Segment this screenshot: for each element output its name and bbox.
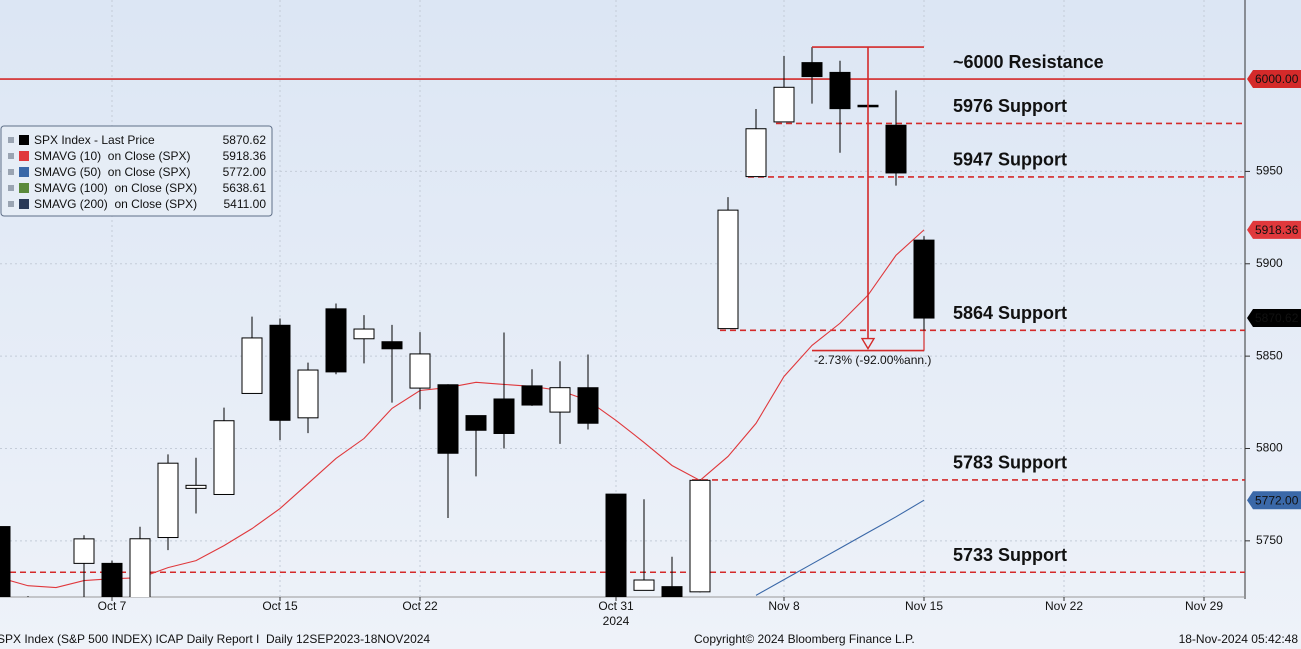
axis-tag: [1247, 309, 1301, 328]
candle-body: [885, 124, 907, 174]
legend-handle: [8, 137, 14, 143]
legend-box: [0, 125, 273, 217]
year-label: 2024: [603, 614, 630, 628]
candle-body: [157, 462, 179, 539]
axis-tag-label: 5870.62: [1255, 311, 1299, 325]
y-tick-label: 5950: [1256, 164, 1283, 178]
measure-arrowhead: [860, 337, 876, 350]
level-label: 5947 Support: [953, 150, 1067, 170]
candle-body: [913, 239, 935, 319]
legend-handle: [8, 185, 14, 191]
candle-body: [465, 415, 487, 431]
x-tick-label: Nov 8: [768, 599, 800, 613]
candle-body: [493, 398, 515, 434]
candle-body: [605, 493, 627, 597]
legend-name: SMAVG (10) on Close (SPX): [34, 149, 191, 163]
y-tick-label: 5800: [1256, 441, 1283, 455]
x-tick-label: Oct 7: [98, 599, 127, 613]
x-tick-label: Oct 22: [402, 599, 438, 613]
axis-tag: [1247, 491, 1301, 510]
axis-tag: [1247, 70, 1301, 89]
candle-body: [577, 387, 599, 424]
candle-body: [185, 484, 207, 489]
candle-body: [241, 337, 263, 394]
legend-handle: [8, 169, 14, 175]
level-label: ~6000 Resistance: [953, 52, 1104, 72]
candle-body: [73, 538, 95, 564]
legend-swatch: [19, 135, 29, 145]
plot-area: [0, 0, 1245, 597]
legend-value: 5772.00: [223, 165, 267, 179]
footer-center: Copyright© 2024 Bloomberg Finance L.P.: [694, 632, 915, 646]
candle-body: [101, 562, 123, 597]
candle-body: [437, 384, 459, 454]
measure-label: -2.73% (-92.00%ann.): [814, 353, 931, 367]
candle-body: [269, 324, 291, 421]
legend-swatch: [19, 199, 29, 209]
legend-swatch: [19, 151, 29, 161]
legend-value: 5870.62: [223, 133, 267, 147]
ma-line: [0, 229, 925, 589]
candle-body: [661, 586, 683, 597]
x-tick-label: Nov 22: [1045, 599, 1083, 613]
legend-name: SPX Index - Last Price: [34, 133, 155, 147]
legend-swatch: [19, 167, 29, 177]
footer-left: SPX Index (S&P 500 INDEX) ICAP Daily Rep…: [0, 632, 430, 646]
legend-handle: [8, 153, 14, 159]
legend-name: SMAVG (50) on Close (SPX): [34, 165, 191, 179]
legend-swatch: [19, 183, 29, 193]
candle-body: [717, 209, 739, 330]
level-label: 5976 Support: [953, 96, 1067, 116]
level-label: 5864 Support: [953, 303, 1067, 323]
legend-name: SMAVG (200) on Close (SPX): [34, 197, 197, 211]
candle-body: [213, 420, 235, 495]
legend-name: SMAVG (100) on Close (SPX): [34, 181, 197, 195]
candle-body: [353, 328, 375, 340]
footer-right: 18-Nov-2024 05:42:48: [1179, 632, 1299, 646]
x-tick-label: Oct 15: [262, 599, 298, 613]
candle-body: [0, 526, 11, 597]
candle-body: [297, 369, 319, 419]
candle-body: [129, 538, 151, 597]
candle-body: [409, 353, 431, 389]
y-tick-label: 5750: [1256, 533, 1283, 547]
candle-body: [521, 385, 543, 406]
legend-value: 5918.36: [223, 149, 267, 163]
y-tick-label: 5850: [1256, 348, 1283, 362]
axis-tag-label: 5918.36: [1255, 223, 1299, 237]
x-tick-label: Nov 15: [905, 599, 943, 613]
legend-value: 5411.00: [224, 197, 267, 211]
axis-tag: [1247, 220, 1301, 239]
candle-body: [325, 308, 347, 373]
legend-value: 5638.61: [223, 181, 267, 195]
level-label: 5733 Support: [953, 545, 1067, 565]
candle-body: [633, 579, 655, 591]
axis-tag-label: 6000.00: [1255, 72, 1299, 86]
candle-body: [549, 387, 571, 413]
legend: SPX Index - Last Price 5870.62 SMAVG (10) …: [0, 125, 273, 217]
candle-body: [801, 62, 823, 78]
legend-handle: [8, 201, 14, 207]
ma-line: [755, 499, 925, 596]
candle-body: [689, 479, 711, 593]
candle-body: [773, 86, 795, 123]
candle-body: [745, 128, 767, 178]
level-label: 5783 Support: [953, 453, 1067, 473]
y-tick-label: 5900: [1256, 256, 1283, 270]
axis-tag-label: 5772.00: [1255, 493, 1299, 507]
x-tick-label: Nov 29: [1185, 599, 1223, 613]
candle-body: [829, 71, 851, 110]
x-tick-label: Oct 31: [598, 599, 634, 613]
candle-body: [381, 341, 403, 350]
